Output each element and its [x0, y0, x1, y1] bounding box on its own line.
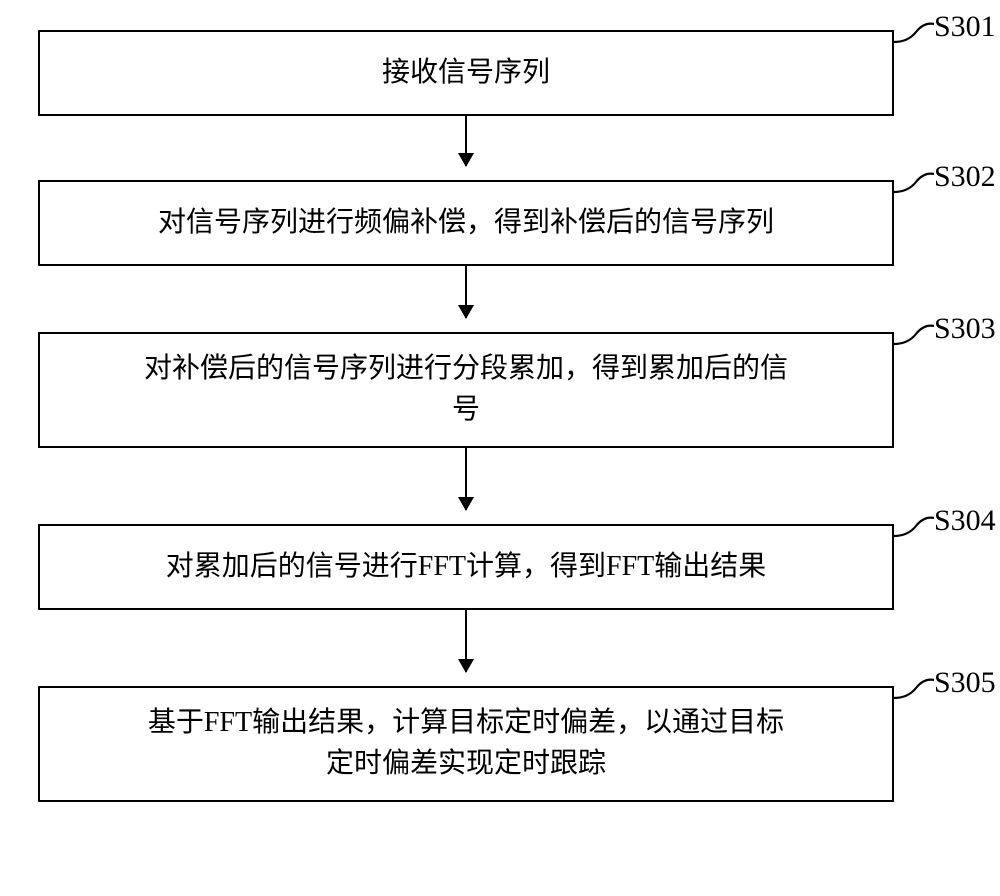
flow-node-text: 基于FFT输出结果，计算目标定时偏差，以通过目标定时偏差实现定时跟踪: [148, 703, 784, 784]
flow-label-s301: S301: [934, 10, 996, 44]
flow-arrow: [465, 610, 467, 672]
flow-arrow: [465, 266, 467, 318]
flow-node-text: 对信号序列进行频偏补偿，得到补偿后的信号序列: [158, 203, 774, 244]
flow-node-text: 对累加后的信号进行FFT计算，得到FFT输出结果: [166, 547, 767, 588]
flow-node-s305: 基于FFT输出结果，计算目标定时偏差，以通过目标定时偏差实现定时跟踪: [38, 686, 894, 802]
label-connector: [894, 514, 938, 544]
flow-label-s305: S305: [934, 666, 996, 700]
flow-label-s302: S302: [934, 160, 996, 194]
flow-node-s301: 接收信号序列: [38, 30, 894, 116]
label-connector: [894, 170, 938, 200]
flow-node-s303: 对补偿后的信号序列进行分段累加，得到累加后的信号: [38, 332, 894, 448]
flow-label-s303: S303: [934, 312, 996, 346]
label-connector: [894, 20, 938, 50]
flow-node-text: 对补偿后的信号序列进行分段累加，得到累加后的信号: [144, 349, 788, 430]
flow-node-s304: 对累加后的信号进行FFT计算，得到FFT输出结果: [38, 524, 894, 610]
flow-node-text: 接收信号序列: [382, 53, 550, 94]
flow-label-s304: S304: [934, 504, 996, 538]
label-connector: [894, 676, 938, 706]
flowchart-container: 接收信号序列 S301 对信号序列进行频偏补偿，得到补偿后的信号序列 S302 …: [0, 0, 1000, 896]
flow-arrow: [465, 116, 467, 166]
flow-arrow: [465, 448, 467, 510]
flow-node-s302: 对信号序列进行频偏补偿，得到补偿后的信号序列: [38, 180, 894, 266]
label-connector: [894, 322, 938, 352]
